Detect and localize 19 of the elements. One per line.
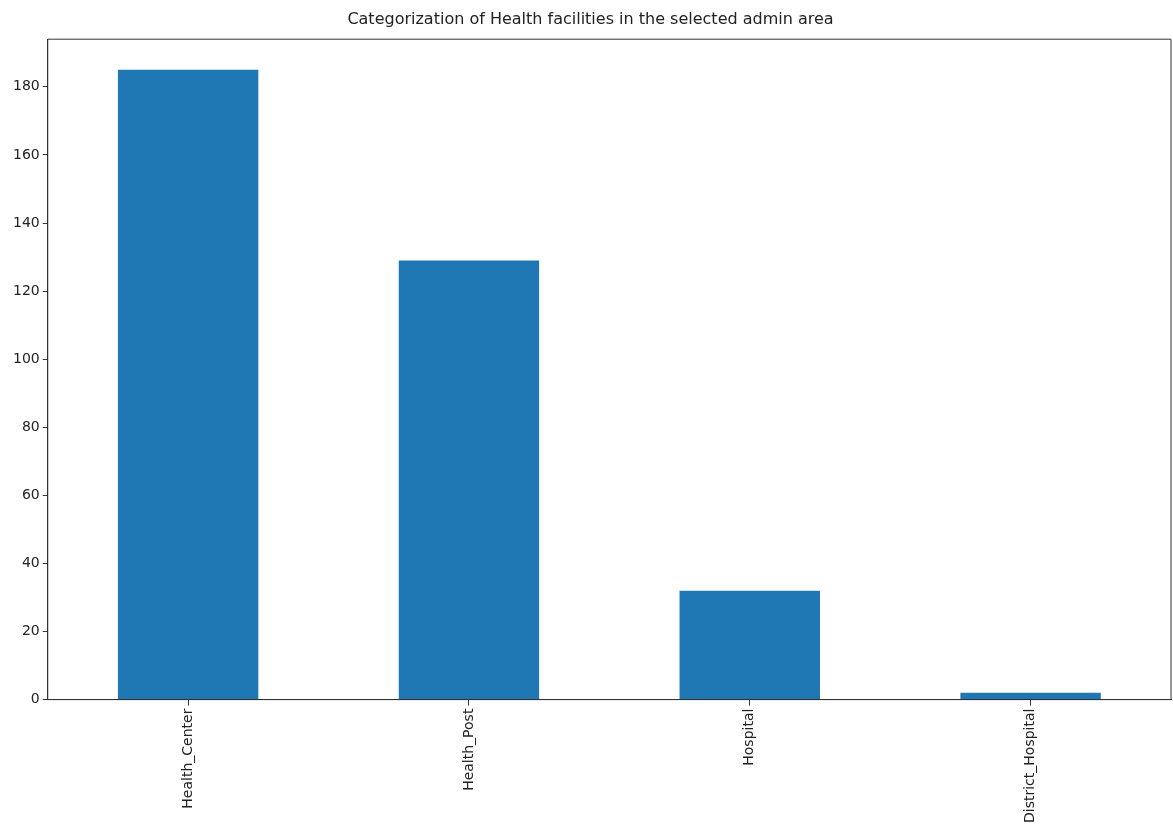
y-tick-label: 0 bbox=[30, 690, 40, 707]
x-tick-label: District_Hospital bbox=[1021, 708, 1038, 823]
bar bbox=[679, 590, 820, 700]
chart-title: Categorization of Health facilities in the selected admin area bbox=[347, 8, 834, 28]
x-tick-label: Hospital bbox=[740, 708, 757, 766]
y-tick-label: 80 bbox=[21, 417, 40, 434]
bar bbox=[398, 260, 540, 700]
x-tick-label: Health_Center bbox=[178, 708, 195, 809]
y-tick-label: 180 bbox=[12, 77, 40, 94]
y-tick-label: 20 bbox=[21, 622, 40, 639]
y-tick-label: 160 bbox=[12, 145, 40, 162]
bar bbox=[117, 69, 259, 700]
y-tick-label: 60 bbox=[21, 485, 40, 502]
x-tick-label: Health_Post bbox=[459, 708, 476, 791]
bar bbox=[960, 692, 1101, 700]
y-tick-label: 100 bbox=[12, 349, 40, 366]
y-tick-label: 120 bbox=[12, 281, 40, 298]
y-tick-label: 40 bbox=[21, 554, 40, 571]
y-tick-label: 140 bbox=[12, 213, 40, 230]
